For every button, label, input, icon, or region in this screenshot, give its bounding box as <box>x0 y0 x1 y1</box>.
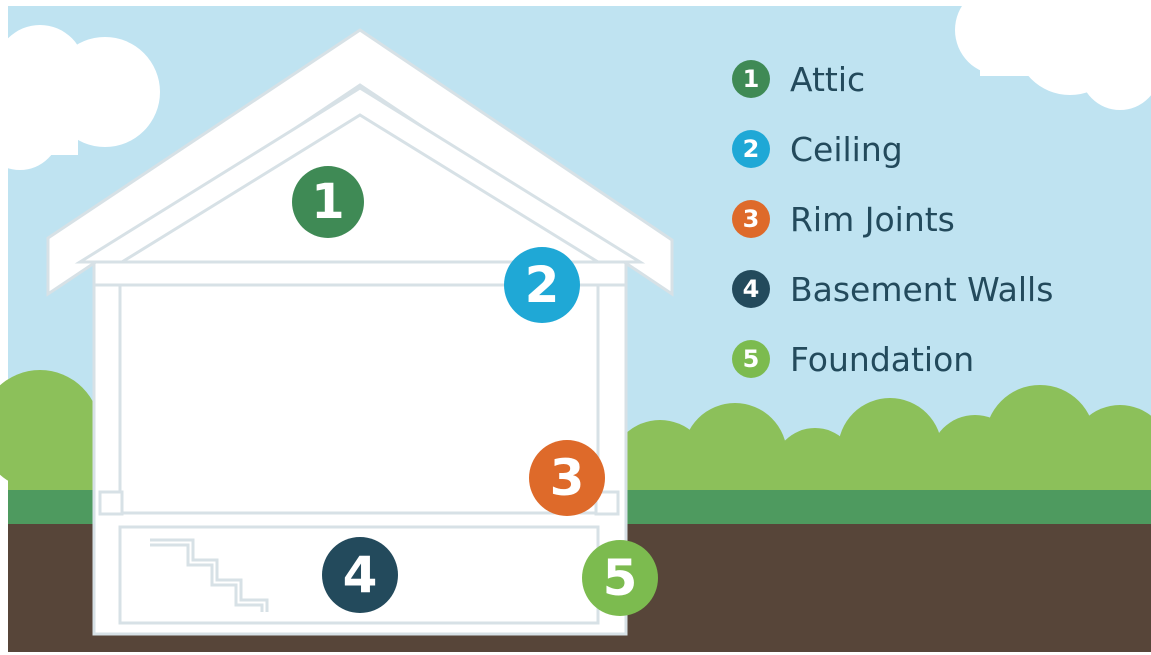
marker-attic: 1 <box>292 166 364 238</box>
marker-basement-walls: 4 <box>322 537 398 613</box>
marker-foundation: 5 <box>582 540 658 616</box>
legend-item-attic: 1 Attic <box>732 44 1142 114</box>
legend-badge-1: 1 <box>732 60 770 98</box>
cloud-left <box>0 25 160 170</box>
legend-label-foundation: Foundation <box>790 339 975 379</box>
legend-label-basement-walls: Basement Walls <box>790 269 1054 309</box>
legend-badge-3: 3 <box>732 200 770 238</box>
marker-rim-joints: 3 <box>529 440 605 516</box>
legend-badge-5: 5 <box>732 340 770 378</box>
legend-item-foundation: 5 Foundation <box>732 324 1142 394</box>
cloud-right <box>955 0 1151 110</box>
legend: 1 Attic 2 Ceiling 3 Rim Joints 4 Basemen… <box>732 44 1142 394</box>
legend-label-attic: Attic <box>790 59 866 99</box>
marker-ceiling: 2 <box>504 247 580 323</box>
legend-item-basement-walls: 4 Basement Walls <box>732 254 1142 324</box>
legend-badge-4: 4 <box>732 270 770 308</box>
legend-item-rim-joints: 3 Rim Joints <box>732 184 1142 254</box>
legend-badge-2: 2 <box>732 130 770 168</box>
legend-label-ceiling: Ceiling <box>790 129 903 169</box>
legend-item-ceiling: 2 Ceiling <box>732 114 1142 184</box>
legend-label-rim-joints: Rim Joints <box>790 199 955 239</box>
